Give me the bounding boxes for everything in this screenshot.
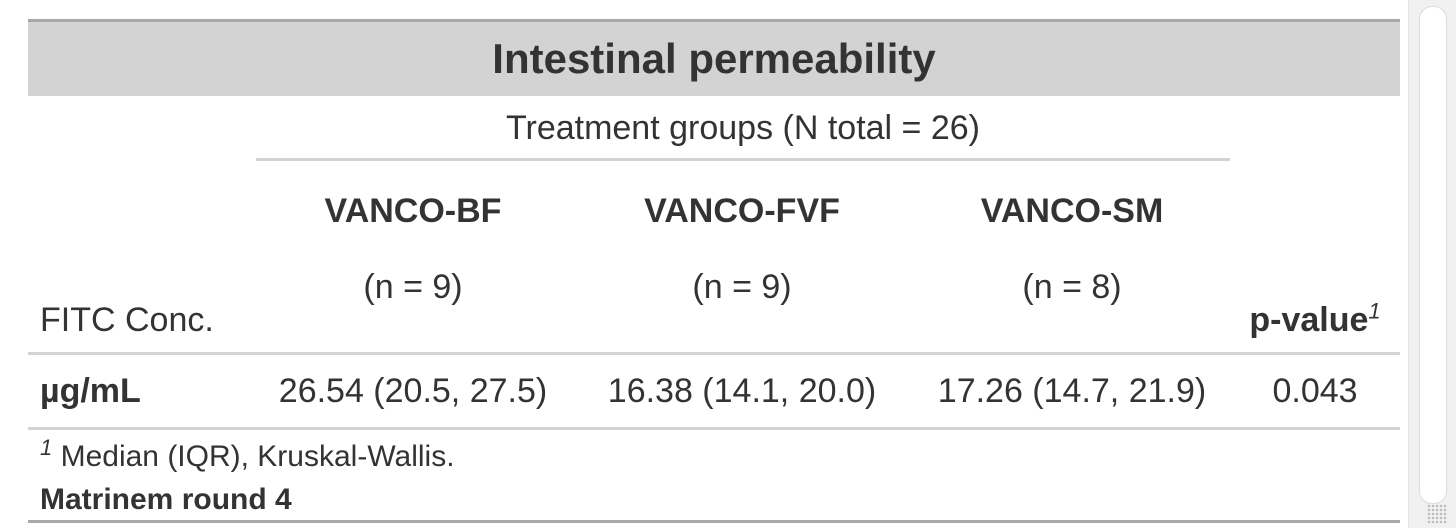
footnote-text: Median (IQR), Kruskal-Wallis. xyxy=(52,440,455,473)
row-label: µg/mL xyxy=(28,352,256,430)
stub-header: FITC Conc. xyxy=(40,301,214,339)
summary-table-container: Intestinal permeability Treatment groups… xyxy=(28,19,1401,523)
pvalue-header-label: p-value xyxy=(1249,301,1369,339)
column-name: VANCO-BF xyxy=(324,192,502,230)
column-n: (n = 8) xyxy=(1022,268,1122,306)
column-n: (n = 9) xyxy=(692,268,792,306)
column-header-vanco-sm: VANCO-SM (n = 8) xyxy=(914,162,1230,354)
summary-table: Intestinal permeability Treatment groups… xyxy=(28,19,1401,523)
footnote: 1 Median (IQR), Kruskal-Wallis. xyxy=(28,429,1400,477)
spanner-row: Treatment groups (N total = 26) xyxy=(28,96,1400,162)
column-name: VANCO-FVF xyxy=(644,192,840,230)
pvalue-footnote-mark: 1 xyxy=(1368,298,1381,324)
scrollbar-thumb[interactable] xyxy=(1419,6,1447,504)
table-title: Intestinal permeability xyxy=(28,20,1401,96)
column-header-vanco-fvf: VANCO-FVF (n = 9) xyxy=(570,162,914,354)
column-header-pvalue: p-value1 xyxy=(1230,162,1400,354)
footnote-mark: 1 xyxy=(40,435,53,460)
table-row: µg/mL 26.54 (20.5, 27.5) 16.38 (14.1, 20… xyxy=(28,352,1401,430)
resize-grip-icon[interactable] xyxy=(1427,504,1447,524)
spanner-empty-right xyxy=(1230,96,1400,162)
source-note: Matrinem round 4 xyxy=(28,476,1401,523)
footnote-row: 1 Median (IQR), Kruskal-Wallis. xyxy=(28,429,1400,477)
column-n: (n = 9) xyxy=(363,268,463,306)
cell-vanco-fvf: 16.38 (14.1, 20.0) xyxy=(570,352,914,430)
cell-vanco-bf: 26.54 (20.5, 27.5) xyxy=(256,352,570,430)
cell-vanco-sm: 17.26 (14.7, 21.9) xyxy=(914,352,1230,430)
source-note-row: Matrinem round 4 xyxy=(28,476,1401,523)
title-row: Intestinal permeability xyxy=(28,20,1401,96)
column-name: VANCO-SM xyxy=(980,192,1164,230)
spanner-label: Treatment groups (N total = 26) xyxy=(505,108,980,147)
spanner-empty-left xyxy=(28,96,256,162)
spanner-underline xyxy=(256,157,1230,161)
cell-pvalue: 0.043 xyxy=(1230,352,1401,430)
column-header-vanco-bf: VANCO-BF (n = 9) xyxy=(256,162,570,354)
spanner-cell: Treatment groups (N total = 26) xyxy=(256,96,1230,162)
vertical-scrollbar[interactable] xyxy=(1408,0,1456,528)
column-header-row: FITC Conc. VANCO-BF (n = 9) VANCO-FVF (n… xyxy=(28,162,1400,354)
